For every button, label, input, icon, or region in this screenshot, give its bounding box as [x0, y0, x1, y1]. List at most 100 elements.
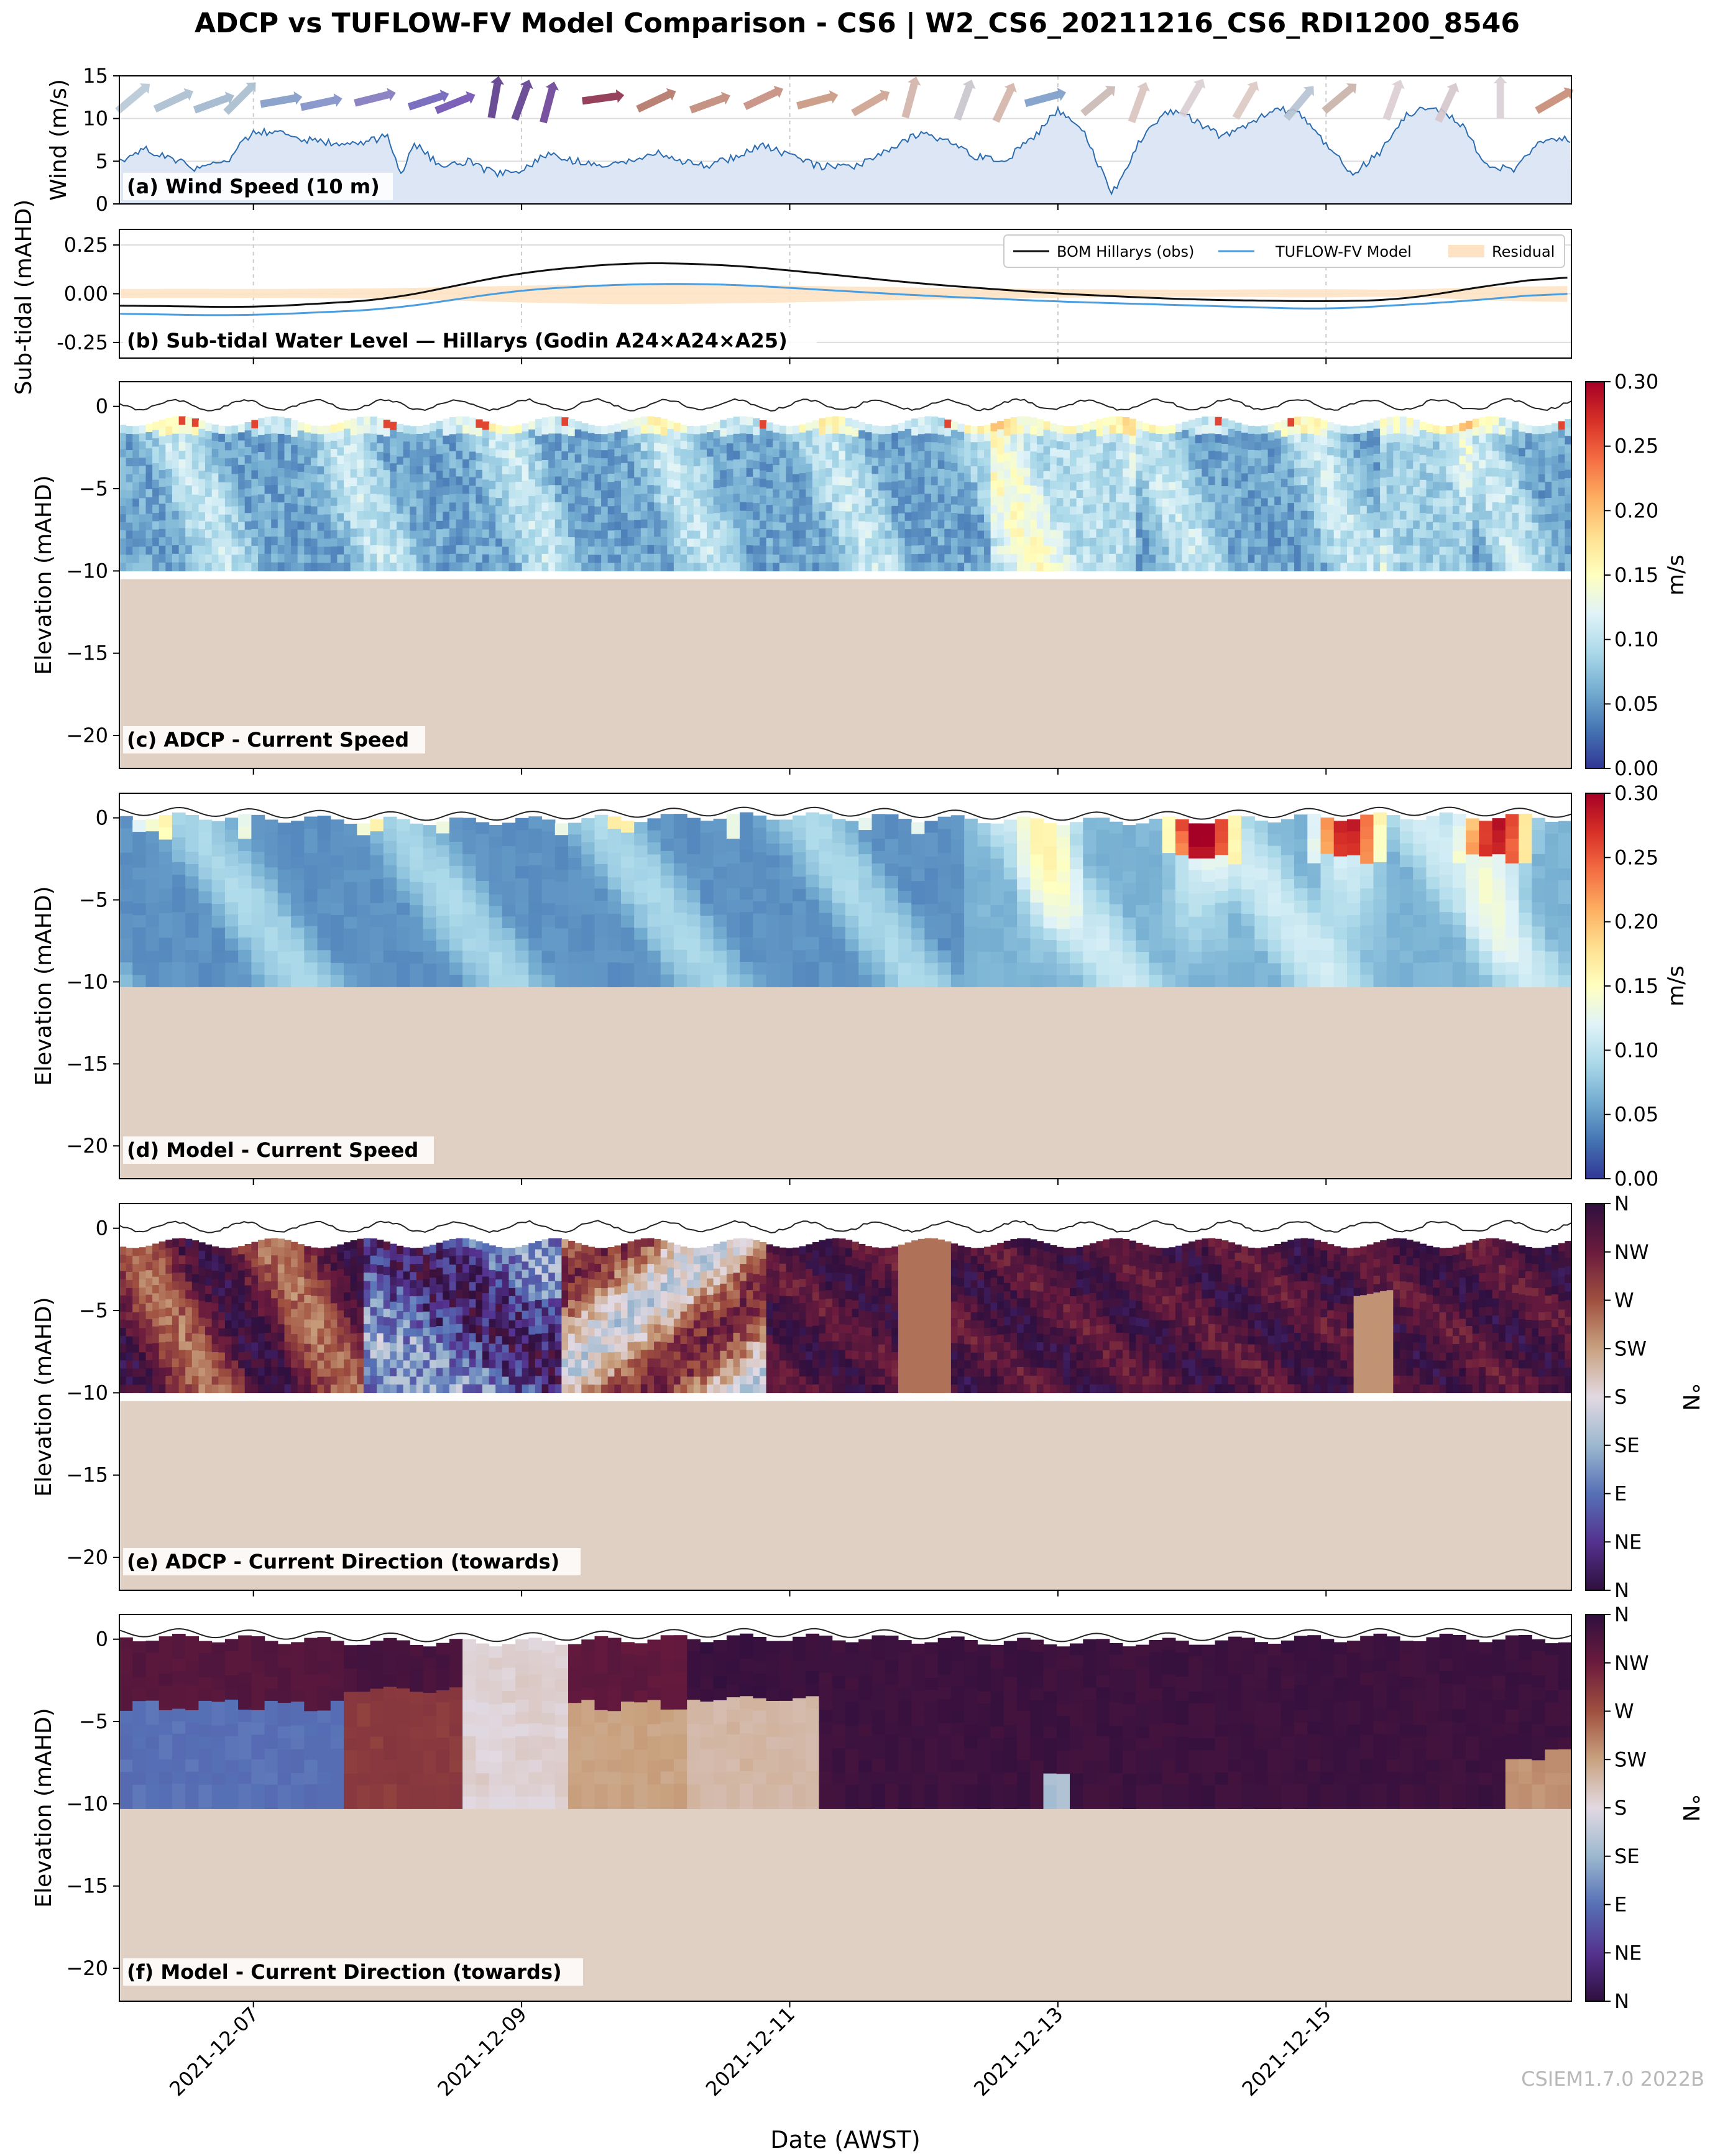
heatmap-cell — [410, 538, 417, 548]
heatmap-cell — [1241, 505, 1249, 515]
heatmap-cell — [819, 826, 833, 840]
heatmap-cell — [1519, 497, 1526, 506]
heatmap-cell — [687, 482, 694, 491]
heatmap-cell — [904, 529, 912, 538]
heatmap-cell — [1313, 528, 1322, 538]
heatmap-cell — [1043, 479, 1051, 489]
heatmap-cell — [541, 879, 556, 892]
heatmap-cell — [766, 879, 780, 892]
heatmap-cell — [845, 554, 853, 563]
heatmap-cell — [528, 877, 543, 890]
heatmap-cell — [1294, 545, 1302, 555]
heatmap-cell — [291, 963, 305, 975]
heatmap-cell — [238, 505, 246, 515]
heatmap-cell — [673, 888, 687, 901]
heatmap-cell — [1036, 562, 1044, 571]
heatmap-cell — [126, 466, 133, 475]
heatmap-cell — [1565, 427, 1572, 436]
heatmap-cell — [139, 458, 147, 466]
heatmap-cell — [1287, 511, 1295, 520]
heatmap-cell — [1254, 450, 1262, 459]
heatmap-cell — [667, 520, 674, 530]
heatmap-cell — [357, 511, 364, 520]
heatmap-cell — [1023, 468, 1031, 477]
heatmap-cell — [990, 497, 998, 506]
heatmap-cell — [746, 545, 753, 555]
heatmap-cell — [845, 503, 853, 512]
heatmap-cell — [627, 554, 635, 563]
heatmap-cell — [1406, 528, 1414, 538]
heatmap-cell — [383, 436, 390, 446]
heatmap-cell — [224, 914, 239, 927]
heatmap-cell — [660, 554, 668, 563]
heatmap-cell — [310, 449, 318, 459]
heatmap-cell — [950, 454, 959, 464]
heatmap-cell — [904, 454, 912, 463]
heatmap-cell — [1499, 451, 1506, 461]
heatmap-cell — [238, 473, 246, 482]
heatmap-cell — [211, 538, 219, 547]
heatmap-cell — [330, 473, 338, 482]
heatmap-cell — [621, 880, 635, 893]
heatmap-cell — [1050, 448, 1057, 457]
heatmap-cell — [1056, 563, 1064, 571]
heatmap-cell — [825, 468, 833, 477]
heatmap-cell — [370, 879, 384, 891]
heatmap-cell — [845, 528, 853, 538]
heatmap-cell — [1215, 511, 1222, 520]
heatmap-cell — [1070, 555, 1077, 563]
heatmap-cell — [324, 433, 331, 443]
heatmap-cell — [1030, 434, 1037, 444]
heatmap-cell — [1076, 474, 1083, 482]
heatmap-cell — [1366, 513, 1374, 522]
heatmap-cell — [766, 855, 780, 868]
heatmap-cell — [793, 425, 800, 435]
heatmap-cell — [310, 506, 318, 515]
heatmap-cell — [726, 925, 740, 938]
heatmap-cell — [700, 530, 707, 539]
heatmap-cell — [753, 950, 767, 963]
heatmap-cell — [957, 514, 965, 523]
heatmap-cell — [1267, 546, 1275, 555]
heatmap-cell — [159, 419, 166, 428]
heatmap-cell — [911, 461, 919, 470]
heatmap-cell — [317, 474, 324, 483]
heatmap-cell — [264, 442, 272, 452]
heatmap-cell — [482, 546, 490, 555]
heatmap-cell — [707, 497, 714, 506]
heatmap-cell — [1043, 504, 1051, 514]
heatmap-cell — [416, 506, 423, 515]
heatmap-cell — [1215, 485, 1222, 495]
heatmap-cell — [1248, 498, 1255, 507]
heatmap-cell — [152, 563, 160, 571]
heatmap-cell — [1366, 563, 1374, 571]
heatmap-cell — [568, 495, 576, 504]
heatmap-cell — [397, 914, 410, 928]
heatmap-cell — [344, 554, 351, 563]
heatmap-cell — [264, 975, 278, 987]
heatmap-cell — [1103, 545, 1110, 555]
heatmap-cell — [1552, 497, 1559, 506]
heatmap-cell — [871, 449, 879, 458]
heatmap-cell — [337, 554, 344, 563]
heatmap-cell — [1156, 522, 1163, 532]
heatmap-cell — [476, 520, 483, 530]
heatmap-cell — [449, 829, 463, 842]
heatmap-cell — [390, 554, 397, 563]
heatmap-cell — [1215, 545, 1222, 555]
heatmap-cell — [1017, 528, 1024, 537]
heatmap-cell — [1413, 445, 1420, 454]
heatmap-ytick-label: −10 — [66, 559, 108, 583]
heatmap-cell — [898, 939, 912, 951]
heatmap-cell — [1228, 554, 1236, 563]
heatmap-cell — [165, 477, 173, 487]
heatmap-cell — [1189, 461, 1196, 471]
heatmap-cell — [667, 487, 674, 497]
heatmap-cell — [1228, 479, 1236, 488]
wind-arrow-shape — [581, 89, 625, 105]
heatmap-cell — [554, 502, 562, 512]
heatmap-cell — [1274, 563, 1282, 571]
heatmap-cell — [1353, 546, 1361, 556]
heatmap-cell — [1241, 489, 1249, 499]
heatmap-cell — [264, 831, 278, 844]
